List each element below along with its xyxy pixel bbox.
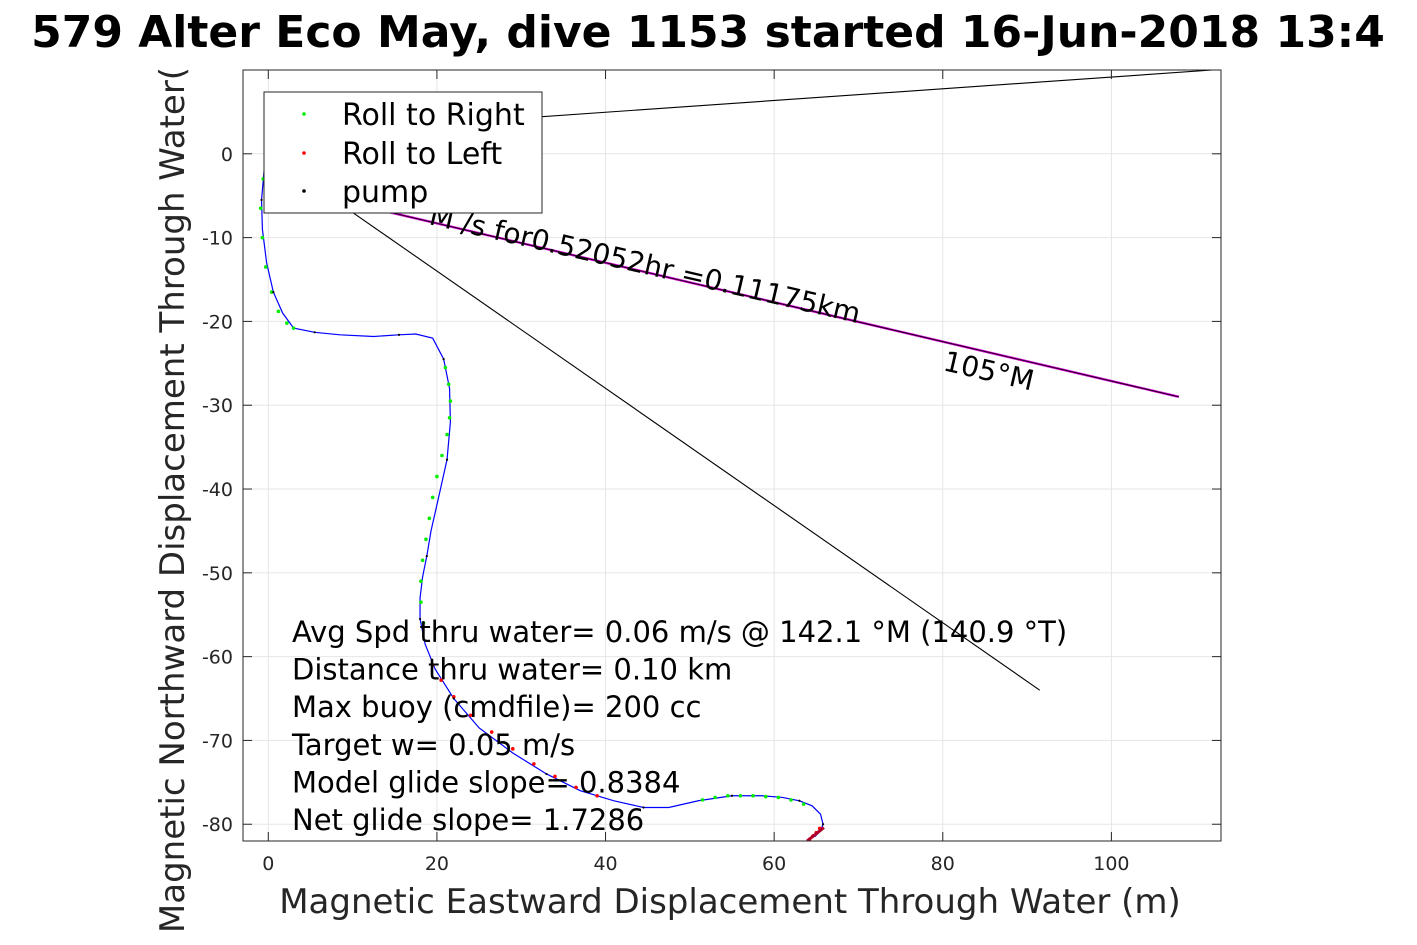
roll-left-point	[532, 762, 536, 766]
roll-left-point	[468, 713, 473, 718]
pump-point	[260, 198, 263, 201]
roll-left-point	[553, 774, 557, 779]
roll-right-point	[725, 793, 730, 798]
y-tick-label: -10	[202, 228, 233, 250]
pump-point	[642, 806, 645, 809]
legend-label-left: Roll to Left	[342, 137, 502, 172]
current-line-black	[318, 195, 1179, 398]
roll-left-point	[489, 730, 494, 734]
roll-right-point	[269, 290, 274, 294]
roll-right-point	[430, 495, 435, 500]
y-tick-label: -80	[202, 814, 233, 836]
roll-left-point	[595, 793, 599, 798]
y-tick-label: 0	[221, 144, 233, 166]
stat-line: Net glide slope= 1.7286	[292, 803, 644, 837]
axes-box	[242, 69, 1222, 842]
legend-marker-pump	[302, 189, 306, 193]
roll-right-point	[419, 600, 423, 604]
chart-title: 579 Alter Eco May, dive 1153 started 16-…	[31, 7, 1385, 58]
stat-line: Avg Spd thru water= 0.06 m/s @ 142.1 °M …	[292, 615, 1067, 649]
roll-right-point	[443, 365, 448, 370]
pump-point	[442, 358, 445, 361]
y-tick-label: -30	[202, 395, 233, 417]
legend-marker-right	[302, 112, 306, 116]
roll-right-point	[291, 326, 296, 330]
y-axis-label: Magnetic Northward Displacement Through …	[153, 67, 193, 933]
y-tick-label: -70	[202, 730, 233, 752]
stat-line: Model glide slope= 0.8384	[292, 765, 680, 799]
roll-right-point	[421, 621, 426, 625]
roll-right-point	[789, 798, 793, 802]
stat-line: Max buoy (cmdfile)= 200 cc	[292, 690, 701, 724]
pump-point	[545, 772, 548, 776]
x-tick-label: 40	[593, 853, 617, 875]
pump-point	[313, 331, 316, 334]
pump-point	[425, 554, 428, 558]
pump-point	[730, 794, 734, 797]
roll-right-point	[427, 516, 432, 521]
y-tick-label: -60	[202, 647, 233, 669]
roll-right-point	[776, 795, 781, 800]
roll-right-point	[751, 793, 755, 798]
pump-point	[452, 697, 455, 700]
surface-drift-segment	[806, 826, 825, 841]
x-tick-label: 0	[262, 853, 274, 875]
roll-left-point	[430, 663, 435, 667]
stats-block: Avg Spd thru water= 0.06 m/s @ 142.1 °M …	[291, 615, 1067, 837]
roll-right-point	[258, 206, 263, 211]
roll-right-point	[445, 432, 449, 437]
roll-right-point	[801, 802, 806, 806]
roll-right-point	[713, 795, 717, 800]
y-tick-label: -20	[202, 311, 233, 333]
legend-label-right: Roll to Right	[342, 98, 525, 133]
roll-right-point	[447, 415, 452, 420]
roll-right-point	[260, 235, 265, 240]
pump-point	[272, 290, 275, 294]
roll-right-point	[700, 798, 705, 802]
roll-right-point	[446, 382, 451, 387]
pump-point	[397, 333, 401, 336]
guide-line-southeast	[352, 212, 1041, 691]
pump-point	[821, 823, 825, 826]
roll-right-point	[738, 793, 743, 798]
x-axis-label: Magnetic Eastward Displacement Through W…	[279, 882, 1181, 922]
roll-right-point	[763, 794, 768, 799]
roll-right-point	[420, 558, 425, 563]
roll-left-point	[510, 747, 515, 751]
pump-point	[418, 617, 422, 621]
stat-line: Distance thru water= 0.10 km	[292, 653, 732, 687]
roll-right-point	[419, 579, 423, 584]
stat-line: Target w= 0.05 m/s	[291, 728, 575, 762]
roll-right-point	[440, 453, 444, 458]
legend: Roll to Right Roll to Left pump	[263, 91, 543, 214]
legend-box	[263, 91, 543, 214]
x-tick-label: 20	[425, 853, 449, 875]
roll-right-point	[448, 399, 453, 403]
ticks: 0 20 40 60 80 100 0 -10 -20 -30 -40 -50 -60 -70 -80	[202, 70, 1221, 875]
pump-point	[445, 458, 449, 461]
roll-right-point	[263, 265, 268, 269]
pump-point	[798, 799, 801, 802]
x-tick-label: 100	[1093, 853, 1129, 875]
roll-right-point	[276, 309, 281, 314]
grid	[243, 70, 1221, 841]
x-tick-label: 60	[762, 853, 786, 875]
legend-marker-left	[302, 151, 306, 155]
y-tick-label: -50	[202, 563, 233, 585]
roll-right-point	[285, 321, 289, 325]
roll-left-point	[451, 695, 456, 699]
roll-right-point	[435, 474, 439, 479]
legend-label-pump: pump	[342, 175, 428, 210]
x-tick-label: 80	[931, 853, 955, 875]
roll-right-point	[424, 537, 428, 542]
y-tick-label: -40	[202, 479, 233, 501]
roll-left-point	[439, 678, 443, 682]
roll-left-point	[574, 785, 578, 790]
